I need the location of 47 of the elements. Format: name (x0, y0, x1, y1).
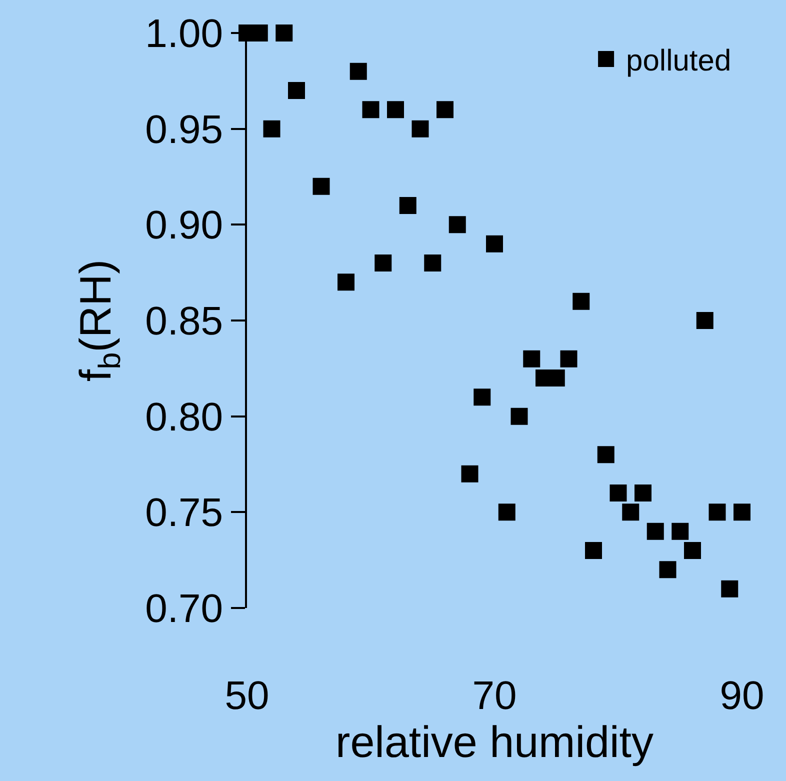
point (288, 82, 305, 99)
point (622, 504, 640, 521)
point (597, 446, 614, 464)
legend-label: polluted (626, 44, 732, 78)
point (510, 408, 528, 425)
point (523, 350, 540, 368)
point (338, 274, 354, 291)
point (708, 504, 726, 521)
point (399, 197, 416, 214)
point (448, 216, 466, 234)
point (684, 542, 701, 559)
point (312, 178, 330, 195)
point (263, 120, 280, 138)
y-tick-label: 1.00 (145, 12, 223, 56)
point (412, 120, 429, 138)
y-tick-label: 0.95 (145, 108, 223, 152)
y-tick-label: 0.80 (145, 395, 223, 440)
point (436, 101, 454, 118)
point (486, 235, 503, 252)
point (659, 561, 676, 578)
point (350, 62, 367, 80)
point (362, 101, 380, 118)
point (572, 292, 590, 310)
point (424, 254, 442, 272)
point (634, 484, 652, 502)
point (276, 24, 293, 42)
point (374, 254, 392, 272)
point (387, 101, 404, 118)
y-tick-label: 0.75 (145, 491, 223, 536)
x-tick-label: 90 (720, 674, 764, 718)
point (560, 350, 578, 368)
point (672, 522, 689, 540)
point (585, 542, 602, 559)
point (461, 465, 478, 482)
x-tick-label: 70 (472, 674, 517, 718)
y-tick-label: 0.85 (145, 300, 223, 344)
point (646, 522, 664, 540)
y-tick-label: 0.70 (145, 587, 223, 631)
point (721, 580, 738, 598)
point (734, 504, 750, 521)
point (498, 504, 516, 521)
point (610, 484, 627, 502)
point (696, 312, 714, 329)
point (474, 388, 491, 406)
x-tick-label: 50 (224, 674, 270, 718)
x-axis-title: relative humidity (336, 718, 654, 767)
y-tick-label: 0.90 (145, 204, 223, 248)
